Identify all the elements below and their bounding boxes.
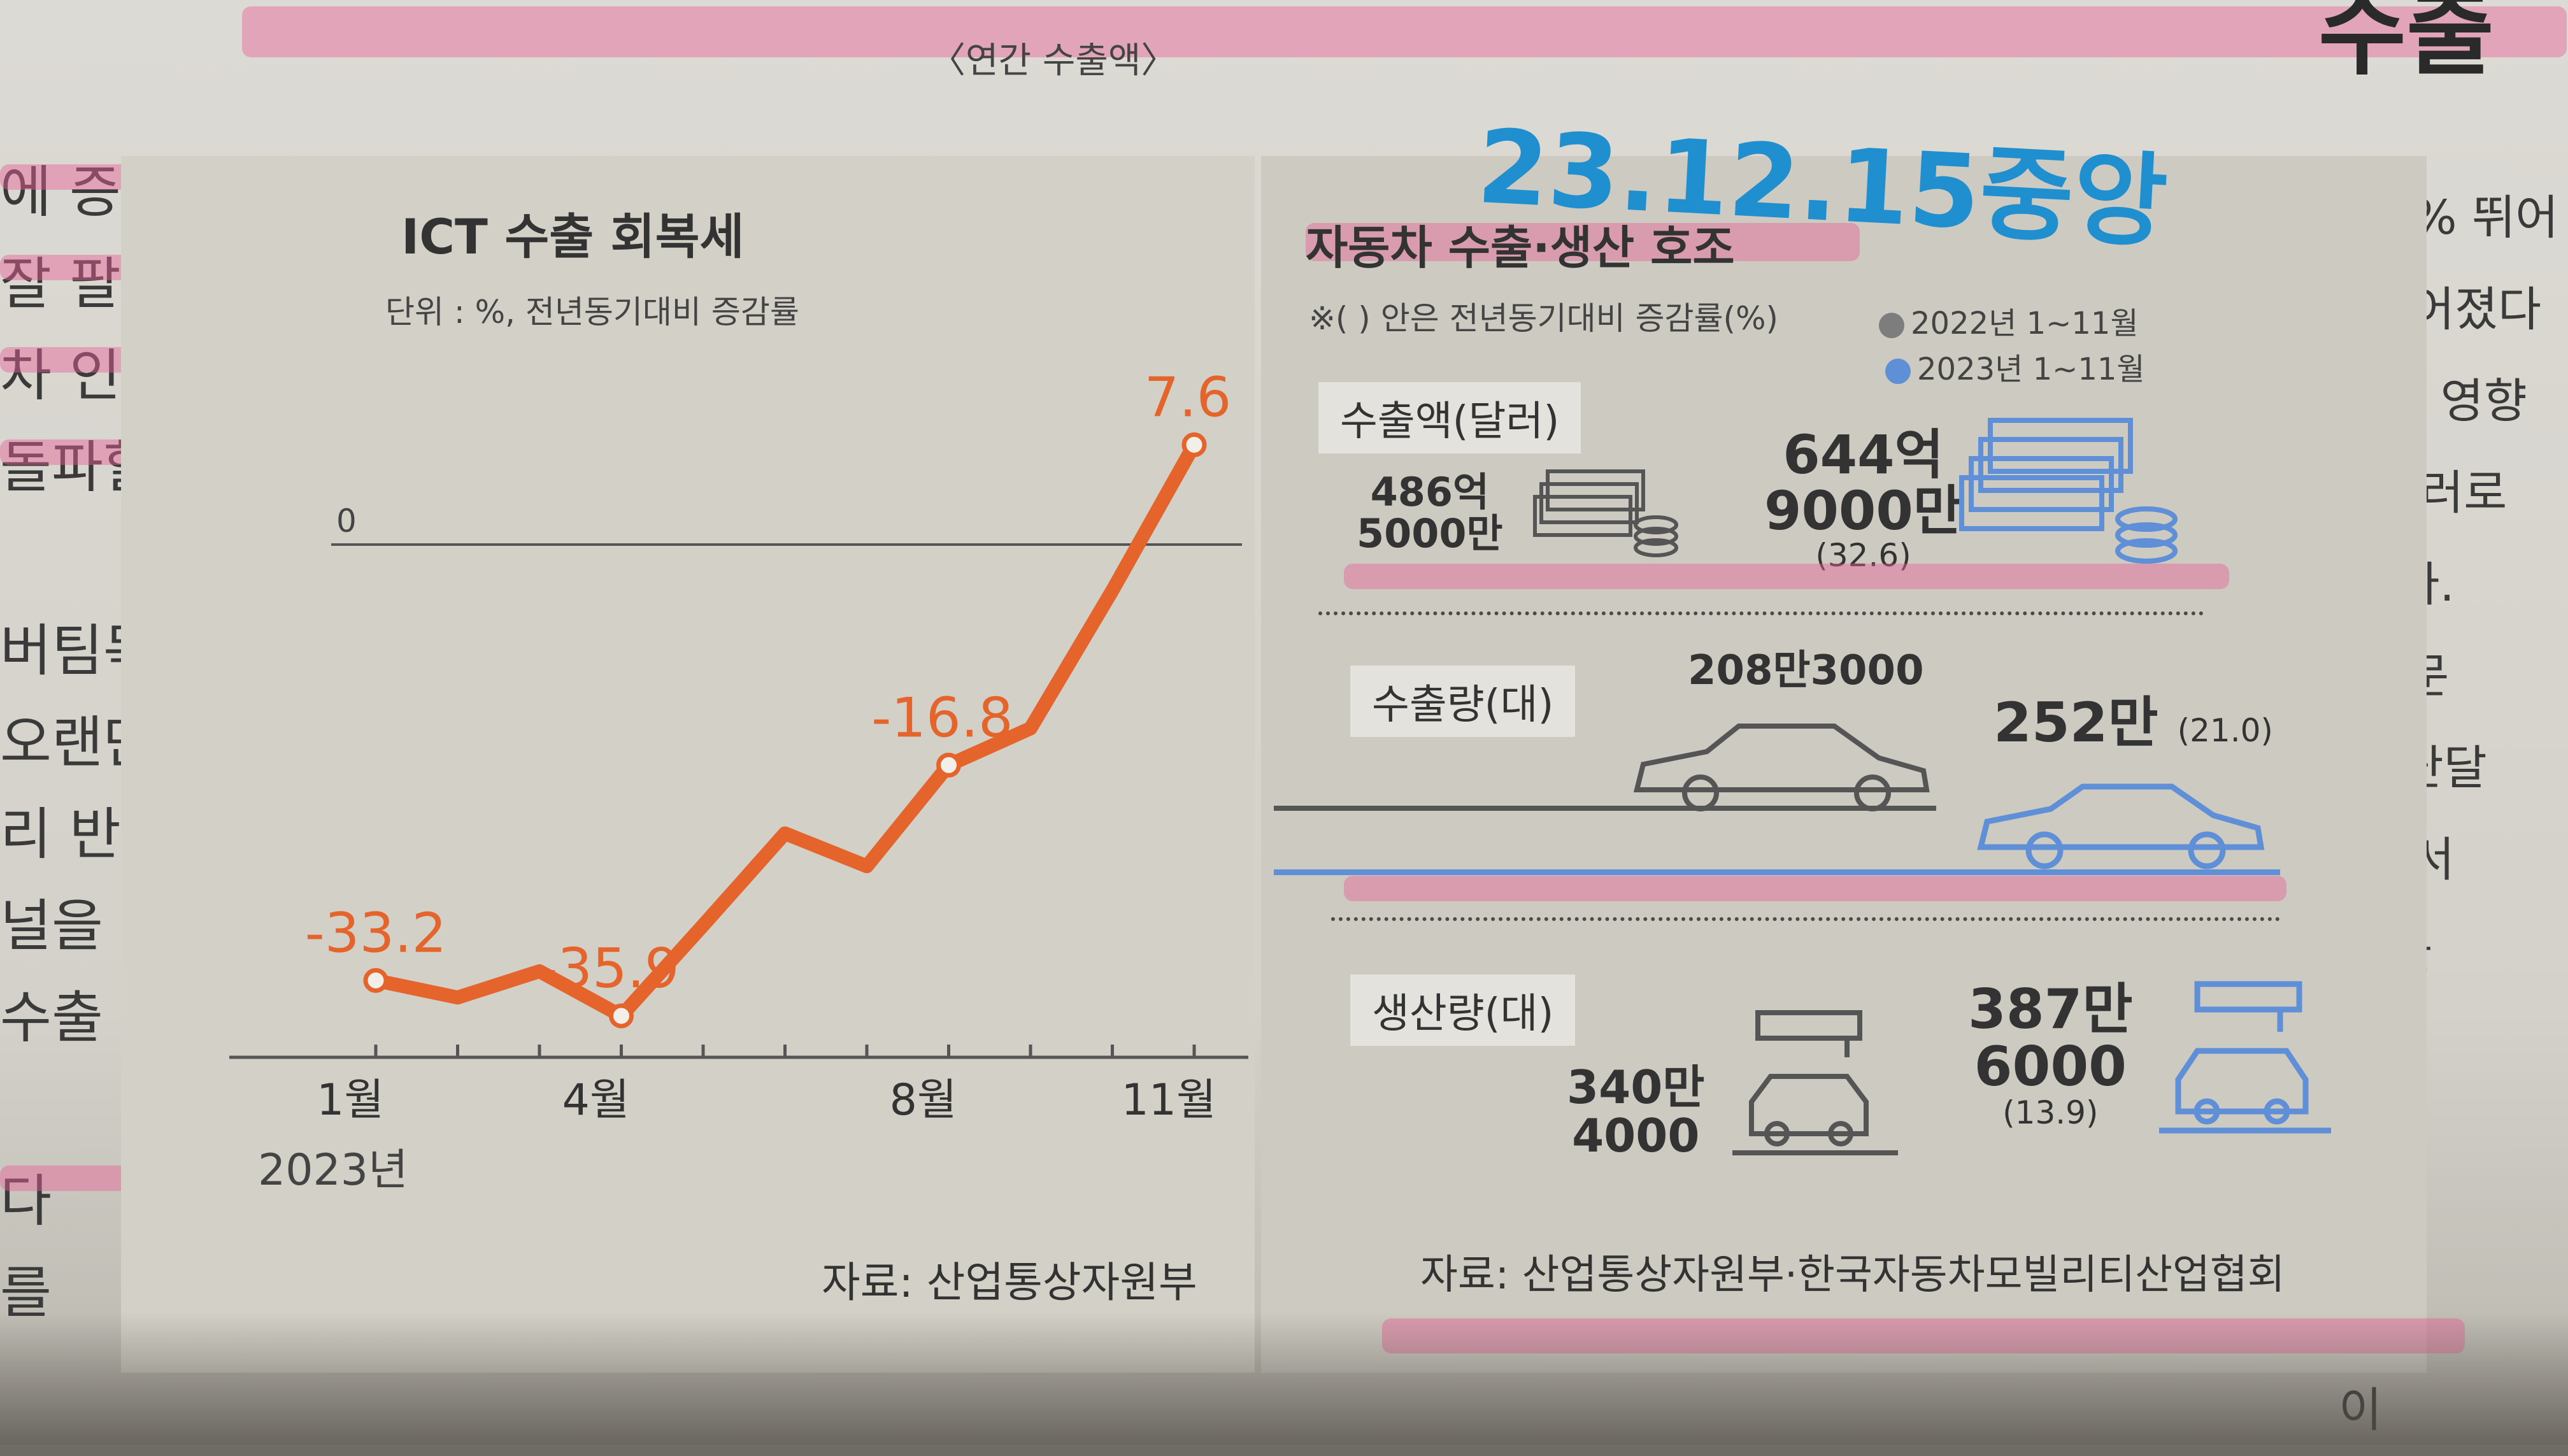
headline-subtitle: 〈연간 수출액〉 [930, 40, 1177, 82]
zero-label: 0 [336, 503, 357, 539]
export-value-2023-line2: 9000만 [1764, 480, 1963, 543]
series-line [369, 438, 1201, 1023]
data-labels: -33.2 -35.9 -16.8 7.6 [305, 366, 1232, 1001]
left-article-line: 수출 [0, 985, 103, 1050]
export-volume-2023: 252만 (21.0) [1994, 694, 2273, 752]
left-article-line: 리 반 [0, 801, 121, 867]
left-article-line: 널을 [0, 893, 103, 959]
x-tick-label: 4월 [562, 1075, 630, 1125]
headline-fragment: 수출 [2318, 0, 2495, 89]
x-tick-labels: 1월 4월 8월 11월 [317, 1075, 1216, 1125]
auto-title: 자동차 수출·생산 호조 [1306, 221, 1735, 275]
export-volume-label: 수출량(대) [1350, 666, 1576, 737]
data-label: -16.8 [871, 686, 1013, 750]
road-line-2023 [1274, 869, 2280, 875]
production-2022: 340만 4000 [1567, 1060, 1705, 1162]
money-icon-2022 [1533, 469, 1678, 557]
auto-note: ※( ) 안은 전년동기대비 증감률(%) [1309, 300, 1779, 337]
x-ticks [374, 1045, 1196, 1057]
production-2022-line1: 340만 [1567, 1060, 1705, 1114]
legend-2023: 2023년 1~11월 [1885, 344, 2145, 389]
car-icon-2022 [1633, 724, 1930, 811]
x-tick-label: 1월 [317, 1075, 384, 1125]
export-value-label: 수출액(달러) [1318, 382, 1581, 453]
car-icon-2023 [1977, 783, 2265, 869]
export-volume-change: (21.0) [2177, 712, 2273, 749]
data-label: -33.2 [305, 901, 447, 965]
export-volume-highlight [1344, 876, 2286, 901]
export-value-highlight [1344, 564, 2229, 589]
export-value-2022: 486억 5000만 [1357, 471, 1503, 554]
export-value-2023-line1: 644억 [1783, 424, 1944, 486]
money-icon-2023 [1959, 418, 2178, 564]
production-2023-line2: 6000 [1974, 1035, 2127, 1099]
export-value-2023: 644억 9000만 (32.6) [1764, 427, 1962, 573]
production-2022-line2: 4000 [1572, 1108, 1700, 1162]
export-volume-2022: 208만3000 [1688, 647, 1924, 694]
headline-highlight [242, 6, 2567, 57]
legend-dot-2022 [1879, 313, 1904, 338]
road-line-2022 [1274, 806, 1936, 811]
production-2023: 387만 6000 (13.9) [1968, 981, 2133, 1129]
x-tick-label: 8월 [890, 1075, 957, 1125]
auto-source: 자료: 산업통상자원부·한국자동차모빌리티산업협회 [1420, 1252, 2285, 1299]
production-change: (13.9) [2002, 1094, 2099, 1131]
data-point [363, 967, 389, 993]
data-point [1181, 432, 1207, 457]
export-value-2022-line2: 5000만 [1357, 510, 1503, 557]
divider [1318, 611, 2204, 615]
divider [1331, 917, 2280, 921]
chart-title: ICT 수출 회복세 [401, 208, 745, 265]
data-point [936, 752, 961, 778]
export-value-2022-line1: 486억 [1370, 469, 1490, 515]
production-label: 생산량(대) [1350, 974, 1576, 1046]
x-tick-label: 11월 [1121, 1075, 1216, 1125]
auto-title-highlight [1306, 223, 1860, 261]
export-volume-2023-value: 252만 [1994, 691, 2158, 755]
data-label: 7.6 [1145, 366, 1232, 429]
ict-source: 자료: 산업통상자원부 [822, 1258, 1197, 1307]
data-label: -35.9 [538, 937, 680, 1001]
left-article-line: 다 [0, 1168, 52, 1234]
legend-dot-2023 [1885, 359, 1911, 384]
export-value-change: (32.6) [1815, 537, 1911, 575]
factory-car-icon-2023 [2159, 981, 2331, 1134]
legend-2022: 2022년 1~11월 [1879, 298, 2139, 343]
auto-panel [1261, 156, 2427, 1373]
photo-shadow [0, 1312, 2568, 1445]
x-axis-year: 2023년 [258, 1145, 408, 1195]
factory-car-icon-2022 [1732, 1010, 1898, 1155]
data-point [609, 1003, 634, 1029]
production-2023-line1: 387만 [1968, 978, 2133, 1041]
ict-chart-panel [121, 156, 1255, 1373]
series-points [363, 432, 1207, 1029]
chart-unit: 단위 : %, 전년동기대비 증감률 [385, 294, 799, 331]
